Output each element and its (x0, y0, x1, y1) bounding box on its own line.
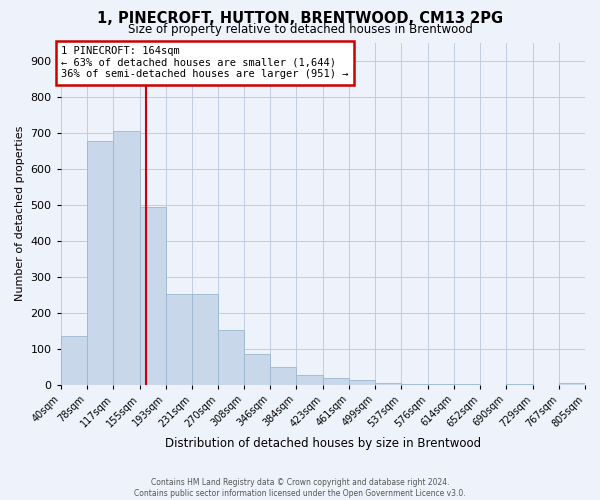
Text: Contains HM Land Registry data © Crown copyright and database right 2024.
Contai: Contains HM Land Registry data © Crown c… (134, 478, 466, 498)
Bar (296, 374, 323, 384)
Bar (113, 132, 140, 384)
Text: 1 PINECROFT: 164sqm
← 63% of detached houses are smaller (1,644)
36% of semi-det: 1 PINECROFT: 164sqm ← 63% of detached ho… (61, 46, 349, 80)
Bar (375, 382, 401, 384)
Y-axis label: Number of detached properties: Number of detached properties (15, 126, 25, 302)
Bar (191, 294, 218, 384)
Bar (559, 383, 585, 384)
Text: Size of property relative to detached houses in Brentwood: Size of property relative to detached ho… (128, 22, 472, 36)
Bar (323, 378, 349, 384)
Text: 1, PINECROFT, HUTTON, BRENTWOOD, CM13 2PG: 1, PINECROFT, HUTTON, BRENTWOOD, CM13 2P… (97, 11, 503, 26)
Bar (61, 336, 87, 384)
Bar (140, 207, 166, 384)
Bar (87, 141, 113, 384)
X-axis label: Distribution of detached houses by size in Brentwood: Distribution of detached houses by size … (165, 437, 481, 450)
Bar (166, 294, 191, 384)
Bar (244, 354, 271, 384)
Bar (349, 380, 375, 384)
Bar (271, 366, 296, 384)
Bar (218, 330, 244, 384)
